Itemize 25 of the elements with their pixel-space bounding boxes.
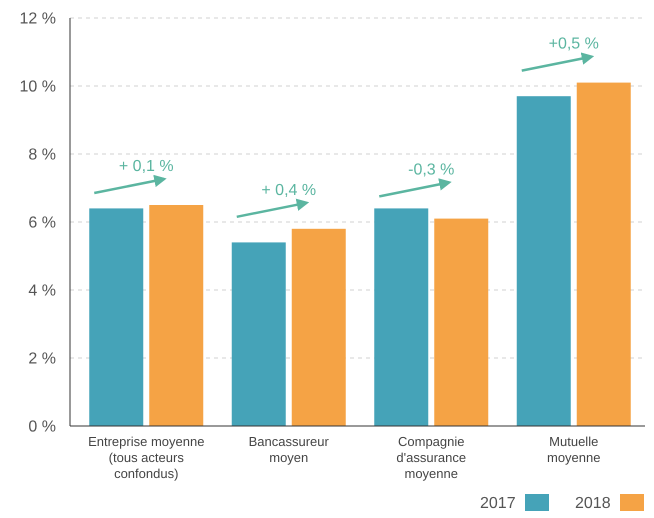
legend-label: 2018 [575, 495, 611, 512]
y-tick-label: 12 % [20, 10, 56, 28]
y-tick-label: 0 % [28, 418, 56, 436]
bar [232, 242, 286, 426]
y-tick-label: 8 % [28, 146, 56, 164]
bar [149, 205, 204, 426]
x-tick-label: Compagnie d'assurance moyenne [396, 434, 466, 481]
y-tick-label: 4 % [28, 282, 56, 300]
bar [374, 208, 428, 426]
x-tick-label: Bancassureur moyen [248, 434, 330, 465]
bar [576, 82, 631, 426]
x-tick-label: Mutuelle moyenne [547, 434, 600, 465]
bar [292, 228, 346, 426]
y-tick-label: 2 % [28, 350, 56, 368]
legend-label: 2017 [480, 495, 516, 512]
y-tick-label: 6 % [28, 214, 56, 232]
x-tick-label: Entreprise moyenne (tous acteurs confondus) [88, 434, 204, 481]
bar [434, 218, 488, 426]
annotation: -0,3 % [408, 161, 454, 178]
annotation: + 0,1 % [118, 158, 174, 175]
annotation: + 0,4 % [261, 182, 316, 199]
bar [516, 96, 571, 426]
y-tick-label: 10 % [20, 78, 56, 96]
bar [89, 208, 144, 426]
annotation: +0,5 % [548, 36, 599, 53]
